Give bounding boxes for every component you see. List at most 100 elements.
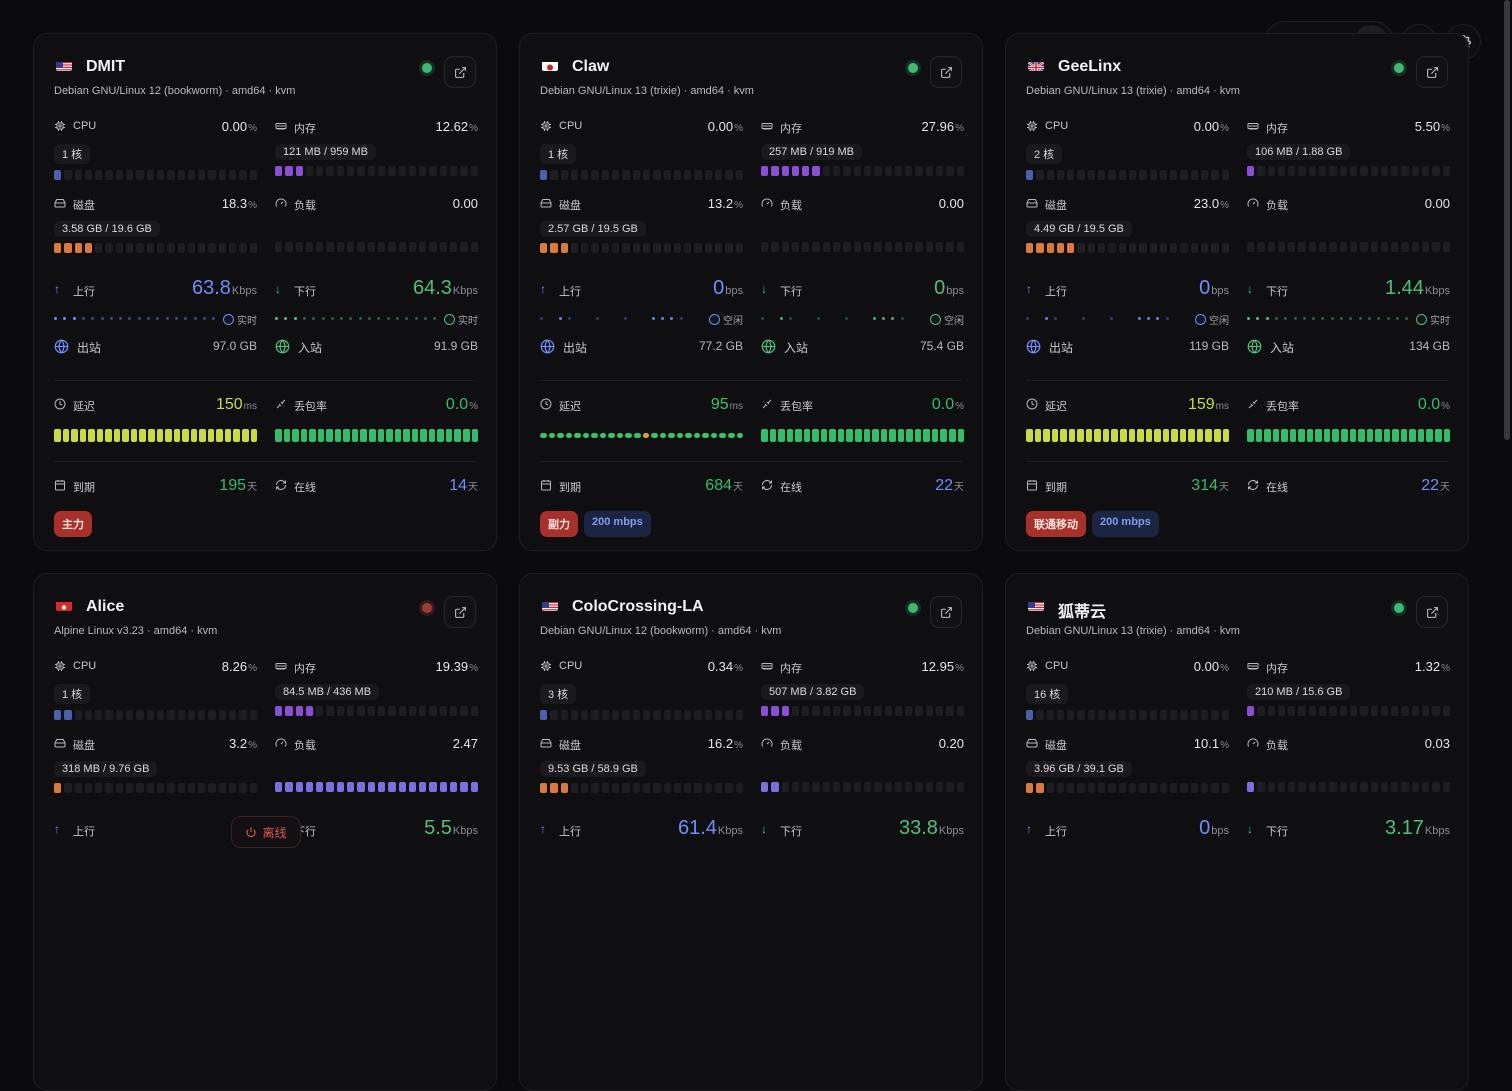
- loss-sample: [1366, 429, 1374, 442]
- memory-icon: [761, 663, 773, 670]
- server-card[interactable]: 狐蒂云 Debian GNU/Linux 13 (trixie) · amd64 …: [1005, 573, 1469, 1091]
- refresh-icon: [762, 480, 772, 490]
- activity-state: 空闲: [930, 312, 964, 327]
- bar-segment: [450, 706, 458, 716]
- bar-segment: [1201, 783, 1209, 793]
- bar-segment: [612, 710, 620, 720]
- bar-segment: [177, 243, 185, 253]
- sparkline-point: [595, 317, 599, 320]
- loss-sample: [386, 429, 393, 442]
- latency-sample: [574, 433, 581, 438]
- loss-sample: [1400, 429, 1408, 442]
- open-details-button[interactable]: [930, 56, 962, 88]
- bar-segment: [1211, 710, 1219, 720]
- bar-segment: [229, 243, 237, 253]
- latency-sample: [651, 433, 658, 438]
- bar-segment: [336, 782, 345, 792]
- bar-segment: [1380, 166, 1389, 176]
- bar-segment: [1190, 170, 1199, 180]
- server-card[interactable]: Claw Debian GNU/Linux 13 (trixie) · amd64…: [519, 33, 983, 551]
- server-card[interactable]: DMIT Debian GNU/Linux 12 (bookworm) · amd…: [33, 33, 497, 551]
- inbound-total: 91.9 GB: [433, 339, 478, 353]
- bar-segment: [936, 242, 944, 252]
- memory-label: 内存: [294, 123, 316, 135]
- bar-segment: [946, 706, 954, 716]
- memory-detail: 106 MB / 1.88 GB: [1247, 144, 1351, 160]
- loss-sample: [445, 429, 453, 442]
- bar-segment: [54, 243, 62, 253]
- server-tag: 200 mbps: [584, 511, 651, 537]
- sparkline-point: [1156, 317, 1160, 320]
- bar-segment: [570, 170, 579, 180]
- open-details-button[interactable]: [444, 56, 476, 88]
- bar-segment: [1221, 710, 1229, 720]
- latency-sample: [1026, 429, 1033, 442]
- arrow-down-icon: ↓: [1247, 822, 1253, 836]
- bar-segment: [1149, 710, 1157, 720]
- upload-speed: 61.4Kbps: [677, 817, 743, 839]
- bar-segment: [388, 706, 396, 716]
- status-indicator: [908, 603, 918, 613]
- bar-segment: [581, 170, 589, 180]
- upload-speed: 0bps: [1199, 817, 1229, 839]
- server-card[interactable]: ColoCrossing-LA Debian GNU/Linux 12 (book…: [519, 573, 983, 1091]
- open-details-button[interactable]: [930, 596, 962, 628]
- bar-segment: [781, 242, 789, 252]
- download-block: ↓ 下行 0bps 空闲 入站 75.4 GB: [761, 277, 964, 355]
- bar-segment: [229, 710, 237, 720]
- latency-sample: [693, 433, 701, 438]
- sparkline-point: [1349, 317, 1353, 320]
- bar-segment: [146, 170, 154, 180]
- latency-sample: [1154, 429, 1161, 442]
- loss-sample: [351, 429, 359, 442]
- status-indicator: [908, 63, 918, 73]
- loss-sample: [369, 429, 376, 442]
- bar-segment: [1422, 242, 1430, 252]
- bar-segment: [812, 782, 820, 792]
- latency-sample: [540, 433, 547, 438]
- loss-sample: [326, 429, 333, 442]
- load-label: 负载: [780, 200, 802, 212]
- bar-segment: [84, 783, 93, 793]
- server-name: 狐蒂云: [1058, 604, 1107, 621]
- bar-segment: [1288, 242, 1296, 252]
- bar-segment: [684, 710, 692, 720]
- latency-sample: [1094, 429, 1101, 442]
- latency-sample: [1171, 429, 1178, 442]
- latency-sample: [224, 429, 232, 442]
- disk-icon: [54, 739, 66, 748]
- bar-segment: [1380, 242, 1389, 252]
- scrollbar[interactable]: [1504, 0, 1510, 440]
- cpu-icon: [541, 121, 551, 131]
- bar-segment: [833, 166, 841, 176]
- open-details-button[interactable]: [1416, 56, 1448, 88]
- latency-sample: [676, 433, 684, 438]
- bar-segment: [357, 706, 365, 716]
- sparkline-point: [156, 317, 160, 320]
- cpu-metric: CPU 0.00% 1 核: [540, 119, 743, 180]
- open-details-button[interactable]: [444, 596, 476, 628]
- globe-icon: [54, 339, 69, 354]
- bar-segment: [1190, 710, 1199, 720]
- bar-segment: [1339, 782, 1347, 792]
- packet-loss-icon: [762, 399, 772, 409]
- latency-sample: [130, 429, 138, 442]
- bar-segment: [1288, 706, 1296, 716]
- bar-segment: [673, 710, 682, 720]
- bar-segment: [275, 166, 283, 176]
- latency-sample: [668, 433, 675, 438]
- server-card[interactable]: GeeLinx Debian GNU/Linux 13 (trixie) · am…: [1005, 33, 1469, 551]
- latency-sample: [548, 433, 556, 438]
- bar-segment: [1159, 170, 1168, 180]
- bar-segment: [1056, 710, 1065, 720]
- bar-segment: [1046, 243, 1054, 253]
- open-details-button[interactable]: [1416, 596, 1448, 628]
- status-indicator: [1394, 603, 1404, 613]
- bar-segment: [1329, 782, 1337, 792]
- bar-segment: [239, 243, 247, 253]
- bar-segment: [1128, 243, 1137, 253]
- bar-segment: [1098, 783, 1106, 793]
- load-value: 0.00: [1424, 196, 1450, 211]
- cpu-bars: [540, 710, 743, 720]
- memory-icon: [275, 663, 287, 670]
